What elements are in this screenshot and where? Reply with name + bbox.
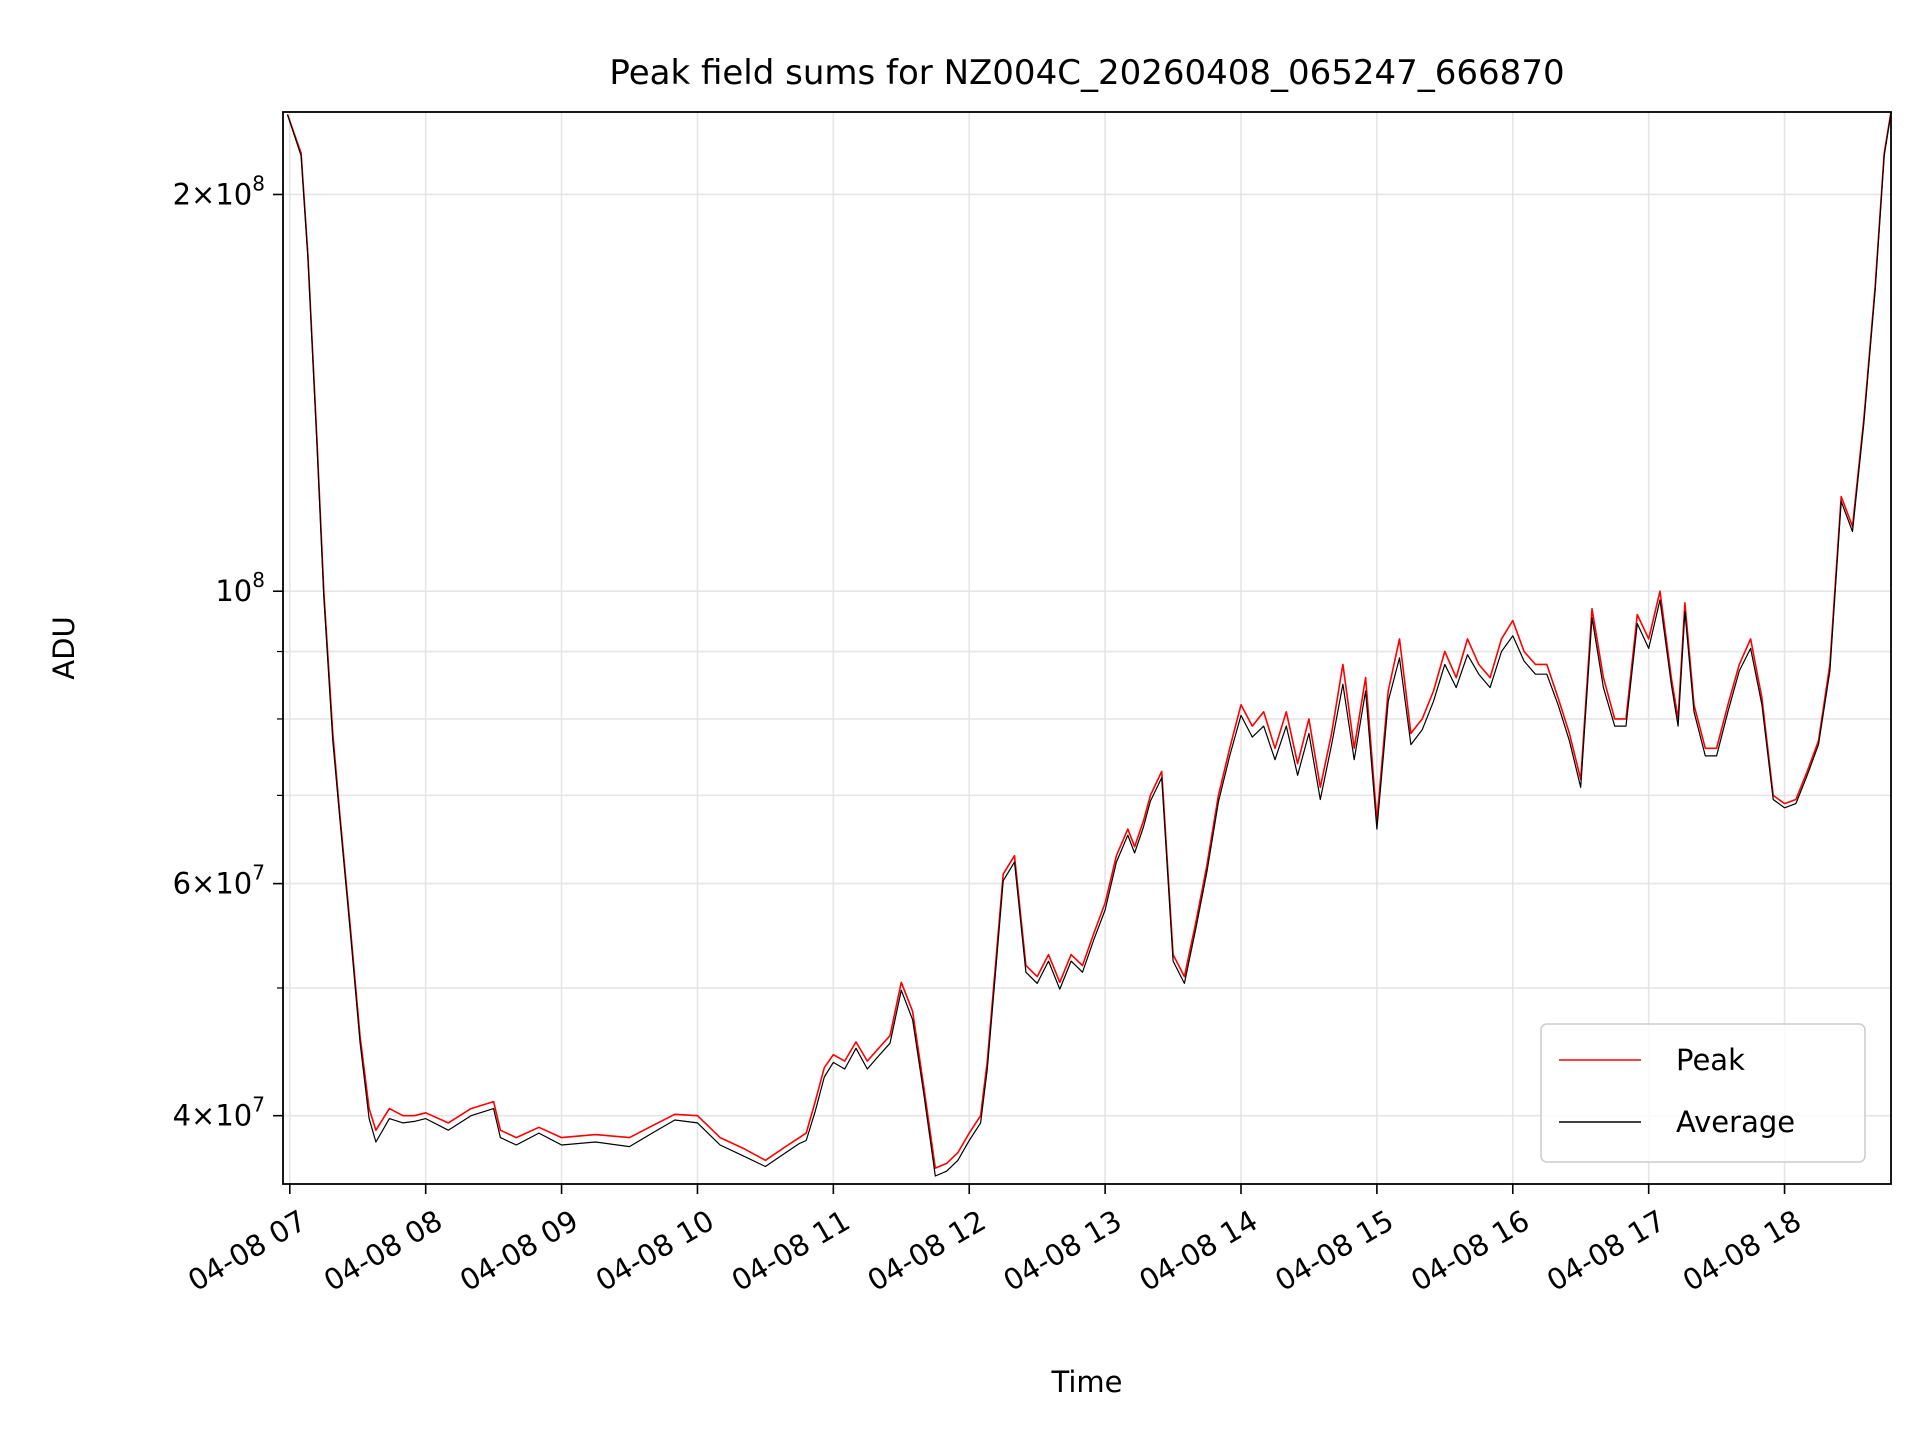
- plot-frame: [282, 111, 1892, 1185]
- chart-title: Peak field sums for NZ004C_20260408_0652…: [609, 53, 1564, 93]
- series-line-peak: [286, 111, 1892, 1169]
- y-tick-label: 2×108: [173, 171, 265, 211]
- series-lines: [286, 111, 1892, 1177]
- x-axis-label: Time: [1051, 1365, 1123, 1399]
- y-axis-label: ADU: [47, 616, 81, 679]
- legend-label-peak: Peak: [1676, 1043, 1745, 1077]
- y-tick-label: 108: [215, 568, 265, 608]
- y-tick-label: 4×107: [173, 1093, 265, 1133]
- legend-label-average: Average: [1676, 1105, 1795, 1139]
- series-line-average: [286, 113, 1892, 1177]
- legend-box: [1540, 1023, 1866, 1163]
- y-tick-label: 6×107: [173, 861, 265, 901]
- legend: Peak Average: [1540, 1023, 1866, 1163]
